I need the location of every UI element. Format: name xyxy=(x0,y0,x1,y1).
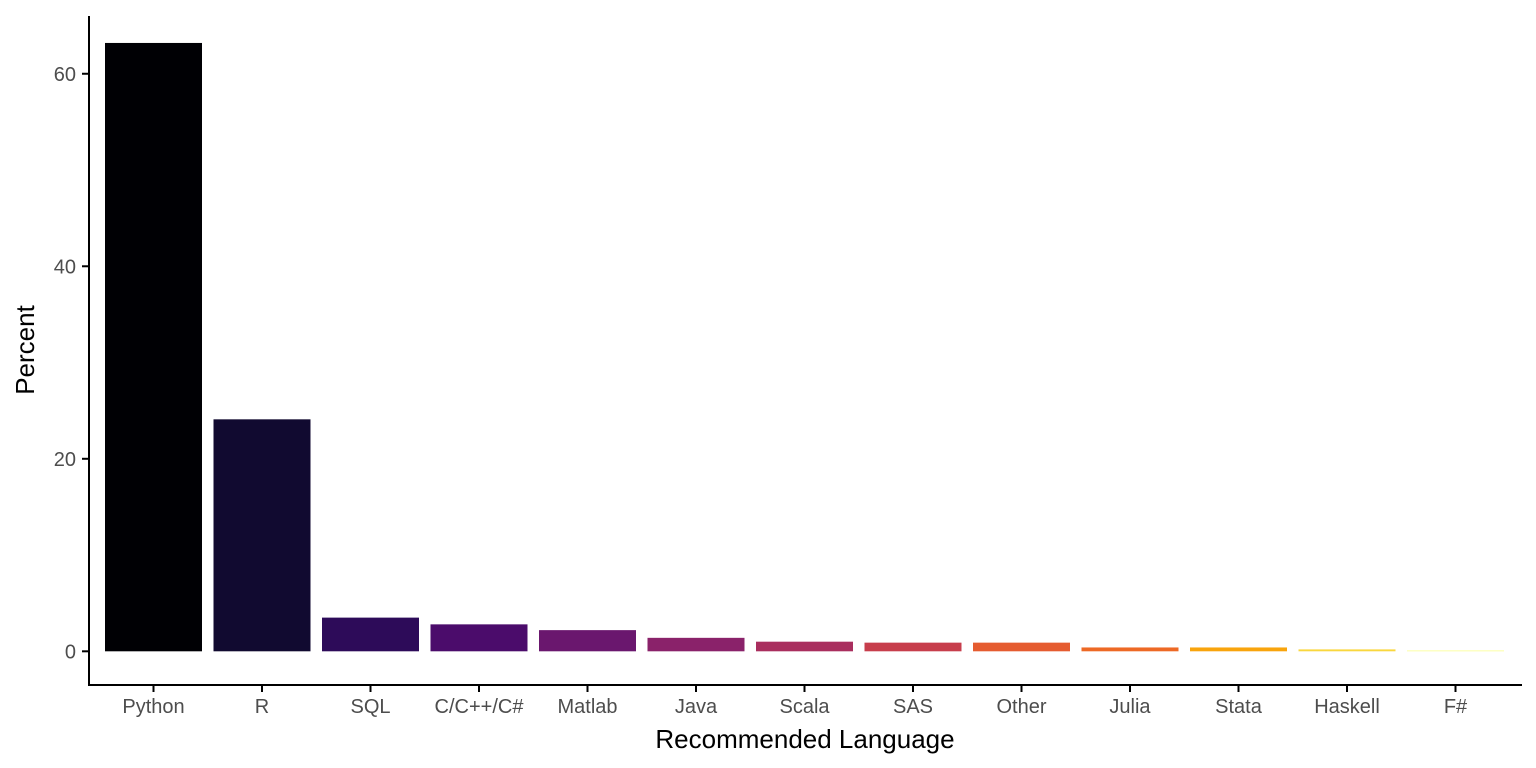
x-ticks: Python R SQL C/C++/C# Matlab Java Scala SAS Othe… xyxy=(122,685,1468,718)
bar-r xyxy=(213,419,311,652)
x-tick-label: Scala xyxy=(779,696,830,718)
y-tick-label: 20 xyxy=(54,449,76,471)
bar-other xyxy=(973,642,1070,652)
bar-sas xyxy=(864,642,962,652)
x-tick-label: Stata xyxy=(1215,696,1263,718)
x-tick-label: Other xyxy=(996,696,1046,718)
bar-haskell xyxy=(1298,649,1396,652)
bar-f xyxy=(1407,650,1504,652)
bar-java xyxy=(647,637,745,652)
x-tick-label: SAS xyxy=(893,696,933,718)
y-tick-label: 0 xyxy=(65,641,76,663)
x-tick-label: R xyxy=(255,696,269,718)
x-tick-label: F# xyxy=(1444,696,1468,718)
bar-matlab xyxy=(539,630,636,652)
x-tick-label: Python xyxy=(122,696,184,718)
y-tick-label: 60 xyxy=(54,64,76,86)
bars-group xyxy=(105,42,1504,652)
x-tick-label: C/C++/C# xyxy=(435,696,525,718)
bar-python xyxy=(105,42,202,652)
x-tick-label: SQL xyxy=(350,696,390,718)
x-axis: Python R SQL C/C++/C# Matlab Java Scala SAS Othe… xyxy=(88,684,1522,718)
bar-scala xyxy=(756,641,853,652)
bar-julia xyxy=(1081,647,1179,652)
x-tick-label: Java xyxy=(675,696,718,718)
y-axis: 0 20 40 60 xyxy=(54,16,90,686)
y-axis-title: Percent xyxy=(10,304,40,394)
x-tick-label: Haskell xyxy=(1314,696,1380,718)
bar-sql xyxy=(322,617,419,652)
bar-c-c-c xyxy=(430,624,528,652)
x-tick-label: Matlab xyxy=(557,696,617,718)
x-axis-title: Recommended Language xyxy=(655,724,954,754)
bar-stata xyxy=(1190,647,1287,652)
y-ticks: 0 20 40 60 xyxy=(54,64,89,663)
x-tick-label: Julia xyxy=(1109,696,1151,718)
y-tick-label: 40 xyxy=(54,256,76,278)
